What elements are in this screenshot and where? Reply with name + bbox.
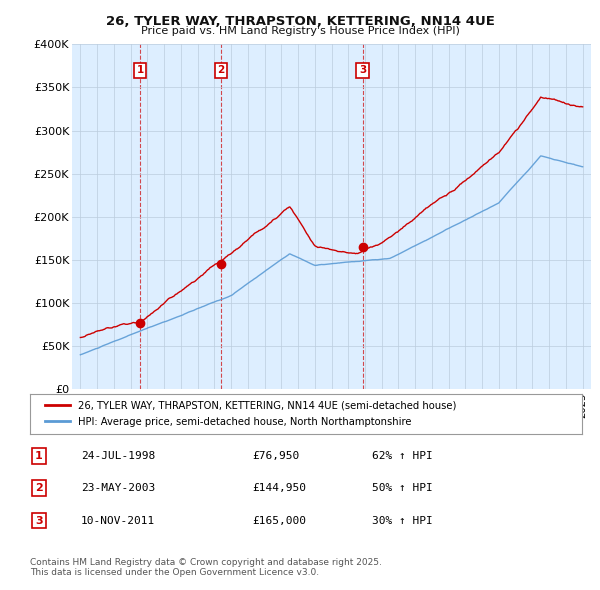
Legend: 26, TYLER WAY, THRAPSTON, KETTERING, NN14 4UE (semi-detached house), HPI: Averag: 26, TYLER WAY, THRAPSTON, KETTERING, NN1…	[41, 396, 460, 431]
Text: 26, TYLER WAY, THRAPSTON, KETTERING, NN14 4UE: 26, TYLER WAY, THRAPSTON, KETTERING, NN1…	[106, 15, 494, 28]
Text: 2: 2	[35, 483, 43, 493]
Text: £76,950: £76,950	[252, 451, 299, 461]
Text: 10-NOV-2011: 10-NOV-2011	[81, 516, 155, 526]
Text: Contains HM Land Registry data © Crown copyright and database right 2025.
This d: Contains HM Land Registry data © Crown c…	[30, 558, 382, 577]
Text: £144,950: £144,950	[252, 483, 306, 493]
Text: 62% ↑ HPI: 62% ↑ HPI	[372, 451, 433, 461]
Text: 1: 1	[35, 451, 43, 461]
Text: 3: 3	[359, 65, 366, 75]
Text: Price paid vs. HM Land Registry's House Price Index (HPI): Price paid vs. HM Land Registry's House …	[140, 26, 460, 36]
Text: 50% ↑ HPI: 50% ↑ HPI	[372, 483, 433, 493]
Text: 30% ↑ HPI: 30% ↑ HPI	[372, 516, 433, 526]
Text: 24-JUL-1998: 24-JUL-1998	[81, 451, 155, 461]
Text: 2: 2	[217, 65, 224, 75]
Text: 3: 3	[35, 516, 43, 526]
Text: 1: 1	[136, 65, 143, 75]
Text: £165,000: £165,000	[252, 516, 306, 526]
Text: 23-MAY-2003: 23-MAY-2003	[81, 483, 155, 493]
